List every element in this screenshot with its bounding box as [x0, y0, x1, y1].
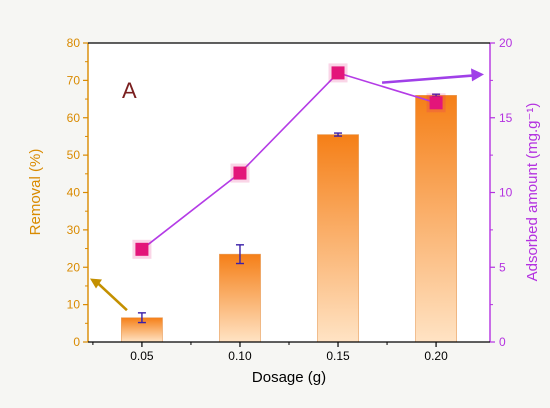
right-axis-title: Adsorbed amount (mg.g⁻¹) — [524, 103, 541, 282]
marker-0.20 — [429, 96, 443, 110]
left-tick-label: 70 — [67, 73, 81, 87]
panel-label: A — [122, 78, 137, 103]
left-tick-label: 80 — [67, 36, 81, 50]
left-tick-label: 50 — [67, 148, 81, 162]
error-bars-layer — [137, 93, 441, 324]
arrow-to-left-axis — [96, 281, 128, 312]
adsorbed-amount-line — [141, 71, 437, 250]
arrow-head-right — [471, 68, 484, 82]
x-tick-label: 0.10 — [228, 349, 252, 363]
right-tick-label: 5 — [499, 260, 506, 274]
x-tick-label: 0.15 — [326, 349, 350, 363]
marker-0.15 — [331, 66, 345, 80]
marker-0.05 — [135, 242, 149, 256]
arrows-layer — [90, 68, 484, 312]
left-tick-label: 0 — [73, 335, 80, 349]
left-tick-label: 60 — [67, 111, 81, 125]
right-ticks: 0 5 10 15 20 — [490, 36, 513, 349]
left-tick-label: 20 — [67, 260, 81, 274]
arrow-to-right-axis — [381, 74, 475, 84]
left-axis-title: Removal (%) — [27, 149, 44, 236]
x-axis-title: Dosage (g) — [252, 369, 326, 386]
markers-layer — [132, 63, 446, 259]
bar-0.20 — [415, 95, 457, 343]
right-tick-label: 0 — [499, 335, 506, 349]
arrow-head-left — [90, 278, 102, 289]
line-layer — [141, 71, 437, 250]
right-tick-label: 20 — [499, 36, 513, 50]
left-ticks: 0 10 20 30 40 50 60 70 80 — [67, 36, 88, 349]
left-tick-label: 30 — [67, 223, 81, 237]
left-tick-label: 40 — [67, 186, 81, 200]
x-ticks: 0.05 0.10 0.15 0.20 — [92, 342, 448, 363]
right-tick-label: 10 — [499, 186, 513, 200]
left-tick-label: 10 — [67, 298, 81, 312]
x-tick-label: 0.05 — [130, 349, 154, 363]
bar-0.15 — [317, 134, 359, 343]
bar-0.10 — [219, 253, 261, 343]
right-tick-label: 15 — [499, 111, 513, 125]
marker-0.10 — [233, 166, 247, 180]
x-tick-label: 0.20 — [424, 349, 448, 363]
